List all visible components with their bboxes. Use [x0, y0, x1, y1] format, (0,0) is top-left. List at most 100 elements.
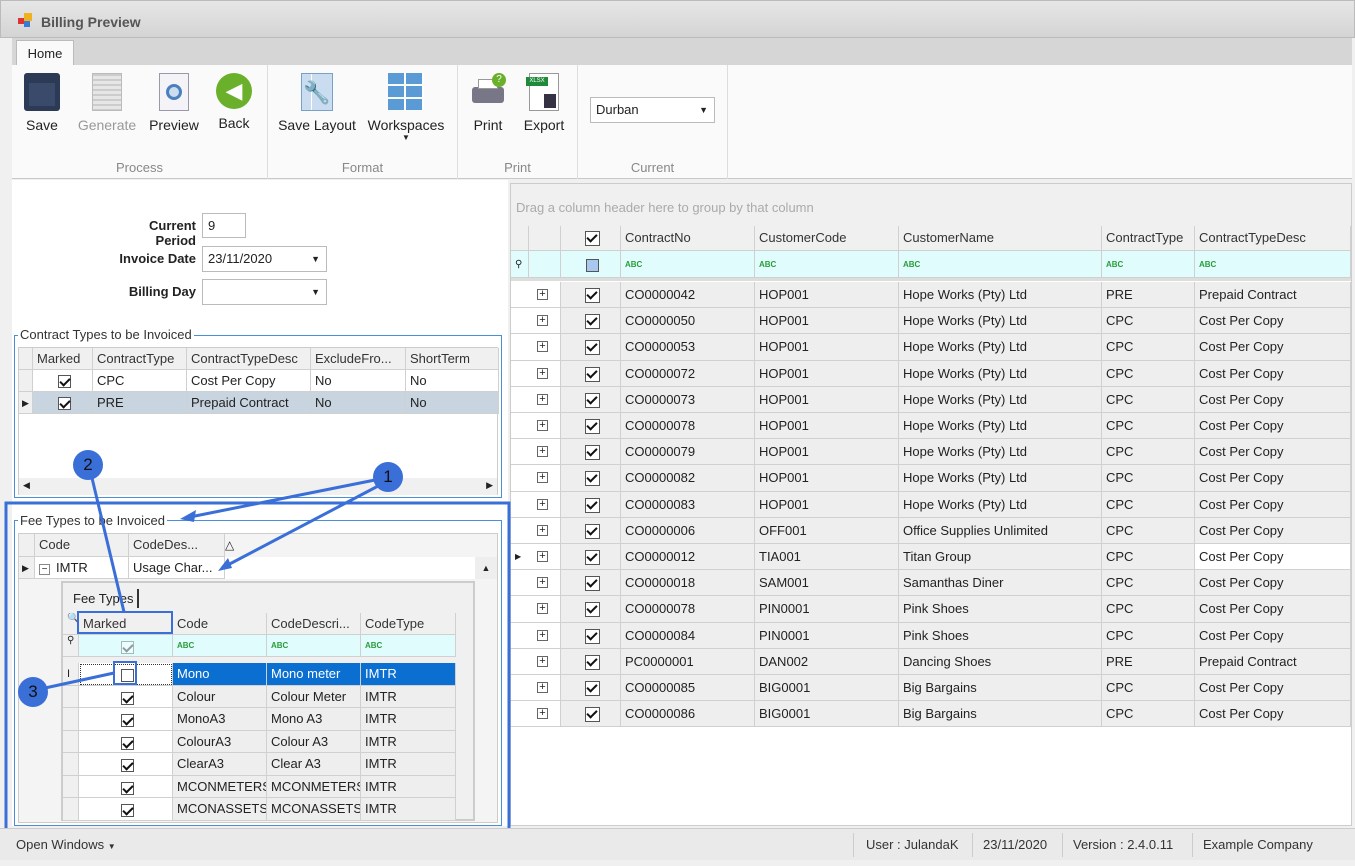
expand-row-button[interactable]: + — [529, 701, 561, 728]
scroll-up-button[interactable]: ▲ — [475, 557, 497, 579]
grid-cell[interactable]: CO0000050 — [621, 308, 755, 335]
marked-cell[interactable] — [561, 308, 621, 335]
grid-cell[interactable]: Prepaid Contract — [1195, 282, 1351, 309]
grid-cell[interactable]: CPC — [1102, 465, 1195, 492]
grid-cell[interactable]: MonoA3 — [173, 708, 267, 731]
checked-checkbox[interactable] — [585, 550, 600, 566]
grid-cell[interactable]: Colour A3 — [267, 730, 361, 753]
expand-icon[interactable]: + — [537, 577, 548, 589]
back-button[interactable]: ◀ Back — [212, 73, 256, 131]
expand-icon[interactable]: + — [537, 393, 548, 405]
expand-icon[interactable]: + — [537, 472, 548, 484]
grid-cell[interactable]: CO0000073 — [621, 386, 755, 413]
grid-cell[interactable]: Cost Per Copy — [1195, 334, 1351, 361]
grid-cell[interactable]: HOP001 — [755, 491, 899, 518]
grid-cell[interactable]: CPC — [1102, 334, 1195, 361]
marked-cell[interactable] — [33, 392, 93, 414]
marked-cell[interactable] — [79, 685, 173, 708]
column-header[interactable]: CodeDes... — [129, 534, 225, 557]
column-header[interactable]: ExcludeFro... — [311, 348, 406, 370]
grid-cell[interactable]: HOP001 — [755, 282, 899, 309]
grid-cell[interactable]: MCONMETERS — [267, 775, 361, 798]
expand-row-button[interactable]: + — [529, 465, 561, 492]
text-filter-icon[interactable]: ABC — [755, 251, 899, 278]
grid-cell[interactable]: Clear A3 — [267, 753, 361, 776]
grid-cell[interactable]: Office Supplies Unlimited — [899, 517, 1102, 544]
grid-cell[interactable]: CO0000053 — [621, 334, 755, 361]
open-windows-button[interactable]: Open Windows ▼ — [16, 837, 116, 852]
current-period-field[interactable]: 9 — [202, 213, 246, 238]
grid-cell[interactable]: CPC — [1102, 517, 1195, 544]
text-filter-icon[interactable]: ABC — [899, 251, 1102, 278]
text-filter-icon[interactable]: ABC — [621, 251, 755, 278]
expand-row-button[interactable]: + — [529, 596, 561, 623]
marked-cell[interactable] — [561, 386, 621, 413]
marked-cell[interactable] — [79, 798, 173, 821]
grid-cell[interactable]: No — [311, 370, 406, 392]
column-header[interactable]: CustomerName — [899, 226, 1102, 251]
grid-cell[interactable]: IMTR — [361, 798, 456, 821]
expand-icon[interactable]: + — [537, 420, 548, 431]
grid-cell[interactable]: Cost Per Copy — [1195, 465, 1351, 492]
grid-cell[interactable]: CO0000078 — [621, 413, 755, 440]
grid-cell[interactable]: CO0000018 — [621, 570, 755, 597]
expand-row-button[interactable]: + — [529, 544, 561, 571]
grid-cell[interactable]: BIG0001 — [755, 675, 899, 702]
grid-cell[interactable]: Mono A3 — [267, 708, 361, 731]
marked-cell[interactable] — [561, 360, 621, 387]
expand-row-button[interactable]: + — [529, 360, 561, 387]
checked-checkbox[interactable] — [585, 654, 600, 670]
expand-row-button[interactable]: + — [529, 491, 561, 518]
grid-cell[interactable]: Hope Works (Pty) Ltd — [899, 334, 1102, 361]
preview-button[interactable]: Preview — [146, 73, 202, 133]
grid-cell[interactable]: CO0000042 — [621, 282, 755, 309]
grid-cell[interactable]: Cost Per Copy — [1195, 570, 1351, 597]
grid-cell[interactable]: CPC — [1102, 491, 1195, 518]
column-header[interactable]: Marked — [33, 348, 93, 370]
grid-cell[interactable]: Cost Per Copy — [1195, 622, 1351, 649]
grid-cell[interactable]: CPC — [1102, 439, 1195, 466]
grid-cell[interactable]: Mono — [173, 663, 267, 686]
grid-cell[interactable]: SAM001 — [755, 570, 899, 597]
column-header[interactable]: ContractTypeDesc — [1195, 226, 1351, 251]
expand-icon[interactable]: + — [537, 682, 548, 693]
marked-cell[interactable] — [561, 413, 621, 440]
checked-checkbox[interactable] — [585, 681, 600, 697]
indeterminate-checkbox[interactable] — [586, 259, 599, 273]
expand-icon[interactable]: + — [537, 551, 548, 562]
expand-row-button[interactable]: + — [529, 570, 561, 597]
invoice-date-field[interactable]: 23/11/2020 ▼ — [202, 246, 327, 272]
checked-checkbox[interactable] — [585, 523, 600, 539]
expand-icon[interactable]: + — [537, 289, 548, 300]
grid-cell[interactable]: IMTR — [361, 775, 456, 798]
grid-cell[interactable]: CO0000072 — [621, 360, 755, 387]
scroll-left-icon[interactable]: ◀ — [23, 480, 30, 490]
grid-cell[interactable]: Prepaid Contract — [187, 392, 311, 414]
grid-cell[interactable]: CPC — [1102, 360, 1195, 387]
expand-row-button[interactable]: + — [529, 386, 561, 413]
marked-cell[interactable] — [561, 622, 621, 649]
grid-cell[interactable]: IMTR — [361, 753, 456, 776]
grid-cell[interactable]: Hope Works (Pty) Ltd — [899, 465, 1102, 492]
expand-row-button[interactable]: + — [529, 308, 561, 335]
grid-cell[interactable]: Cost Per Copy — [1195, 517, 1351, 544]
checked-checkbox[interactable] — [585, 314, 600, 330]
marked-cell[interactable] — [561, 465, 621, 492]
grid-cell[interactable]: CPC — [1102, 386, 1195, 413]
expand-row-button[interactable]: + — [529, 334, 561, 361]
grid-cell[interactable]: Pink Shoes — [899, 622, 1102, 649]
expand-row-button[interactable]: + — [529, 282, 561, 309]
grid-cell[interactable]: Samanthas Diner — [899, 570, 1102, 597]
expand-row-button[interactable]: + — [529, 439, 561, 466]
expand-icon[interactable]: + — [537, 524, 548, 536]
grid-cell[interactable]: CO0000085 — [621, 675, 755, 702]
text-filter-icon[interactable]: ABC — [267, 635, 361, 657]
checked-checkbox[interactable] — [585, 628, 600, 644]
save-layout-button[interactable]: 🔧 Save Layout — [276, 73, 358, 133]
grid-cell[interactable]: MCONASSETS — [267, 798, 361, 821]
branch-select[interactable]: Durban ▼ — [590, 97, 715, 123]
expand-icon[interactable]: + — [537, 655, 548, 667]
marked-cell[interactable] — [79, 708, 173, 731]
expand-row-button[interactable]: + — [529, 675, 561, 702]
column-header[interactable]: Marked — [79, 613, 173, 635]
